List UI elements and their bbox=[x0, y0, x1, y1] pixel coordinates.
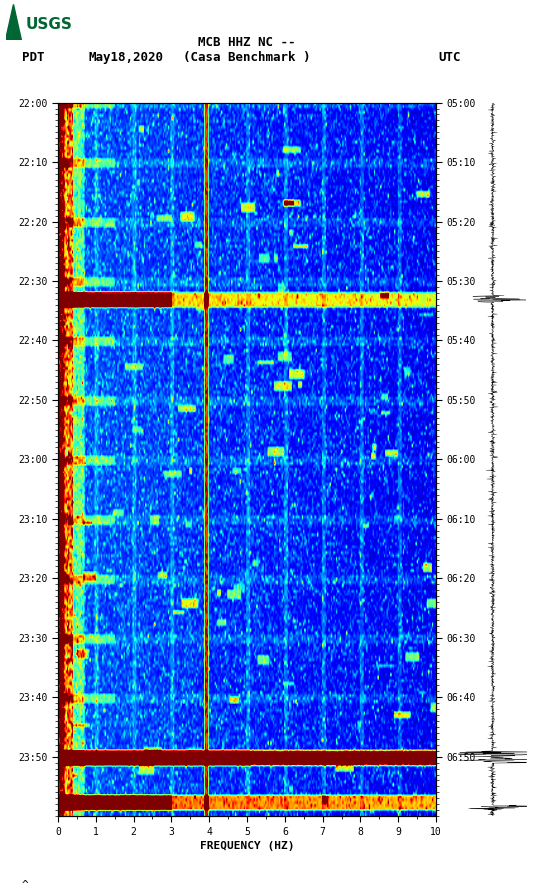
Text: USGS: USGS bbox=[25, 17, 72, 31]
Text: UTC: UTC bbox=[439, 51, 461, 64]
Text: PDT: PDT bbox=[22, 51, 45, 64]
X-axis label: FREQUENCY (HZ): FREQUENCY (HZ) bbox=[200, 841, 294, 851]
Text: May18,2020: May18,2020 bbox=[88, 51, 163, 64]
Text: (Casa Benchmark ): (Casa Benchmark ) bbox=[183, 51, 311, 64]
Polygon shape bbox=[6, 4, 22, 40]
Text: ^: ^ bbox=[22, 880, 29, 889]
Text: MCB HHZ NC --: MCB HHZ NC -- bbox=[198, 36, 296, 49]
